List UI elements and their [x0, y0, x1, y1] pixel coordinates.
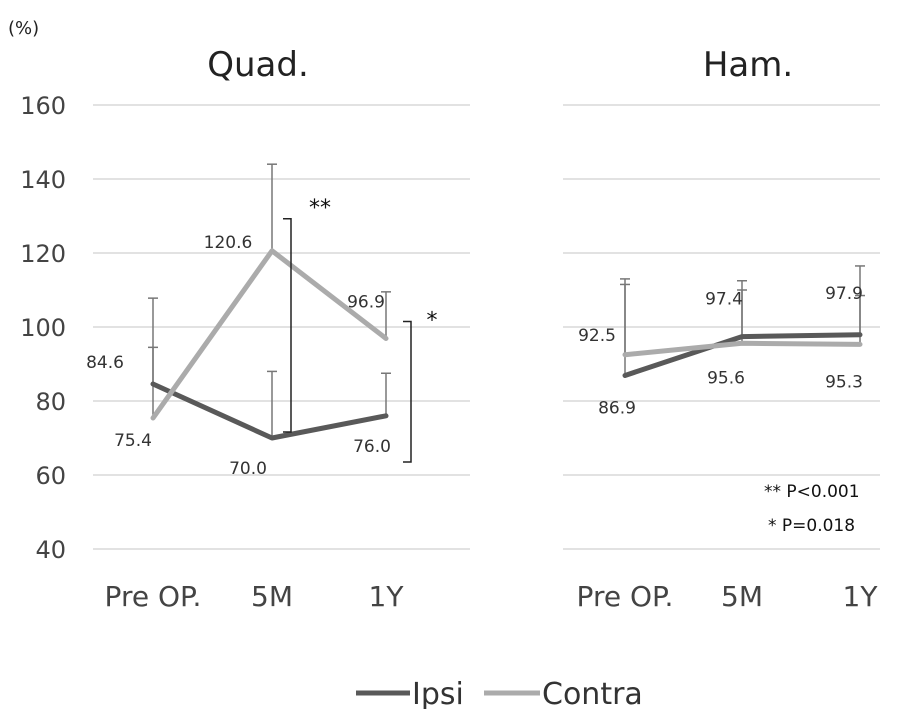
- x-tick-label: Pre OP.: [105, 580, 202, 613]
- series-line-contra: [150, 248, 389, 421]
- significance-mark: *: [427, 308, 438, 333]
- data-label: 95.3: [825, 372, 863, 392]
- legend-label: Ipsi: [412, 677, 464, 709]
- x-tick-label: Pre OP.: [577, 580, 674, 613]
- data-label: 97.9: [825, 284, 863, 304]
- p-value-note: * P=0.018: [768, 516, 855, 536]
- significance-bracket: [403, 320, 412, 463]
- x-tick-label: 1Y: [369, 580, 405, 613]
- y-tick-label: 80: [35, 388, 66, 416]
- series-line-contra: [622, 340, 863, 358]
- series-line-ipsi: [622, 332, 863, 378]
- y-tick-label: 160: [20, 92, 66, 120]
- series-line-ipsi: [150, 381, 389, 441]
- y-tick-label: 100: [20, 314, 66, 342]
- data-label: 96.9: [347, 292, 385, 312]
- panel-title: Quad.: [207, 45, 309, 85]
- data-label: 86.9: [598, 398, 636, 418]
- significance-mark: **: [309, 196, 331, 221]
- data-label: 76.0: [353, 437, 391, 457]
- significance-bracket: [283, 218, 292, 433]
- y-tick-label: 40: [35, 536, 66, 564]
- p-value-note: ** P<0.001: [764, 482, 860, 502]
- legend-label: Contra: [542, 677, 643, 709]
- data-label: 95.6: [707, 368, 745, 388]
- data-label: 92.5: [578, 326, 616, 346]
- data-label: 84.6: [86, 353, 124, 373]
- data-label: 120.6: [204, 233, 253, 253]
- y-tick-label: 120: [20, 240, 66, 268]
- data-label: 70.0: [229, 459, 267, 479]
- y-tick-label: 140: [20, 166, 66, 194]
- x-tick-label: 5M: [721, 580, 763, 613]
- y-unit-label: (%): [8, 18, 39, 39]
- x-tick-label: 1Y: [843, 580, 879, 613]
- data-label: 75.4: [114, 431, 152, 451]
- panel-title: Ham.: [703, 45, 793, 85]
- data-label: 97.4: [705, 290, 743, 310]
- y-tick-label: 60: [35, 462, 66, 490]
- x-tick-label: 5M: [251, 580, 293, 613]
